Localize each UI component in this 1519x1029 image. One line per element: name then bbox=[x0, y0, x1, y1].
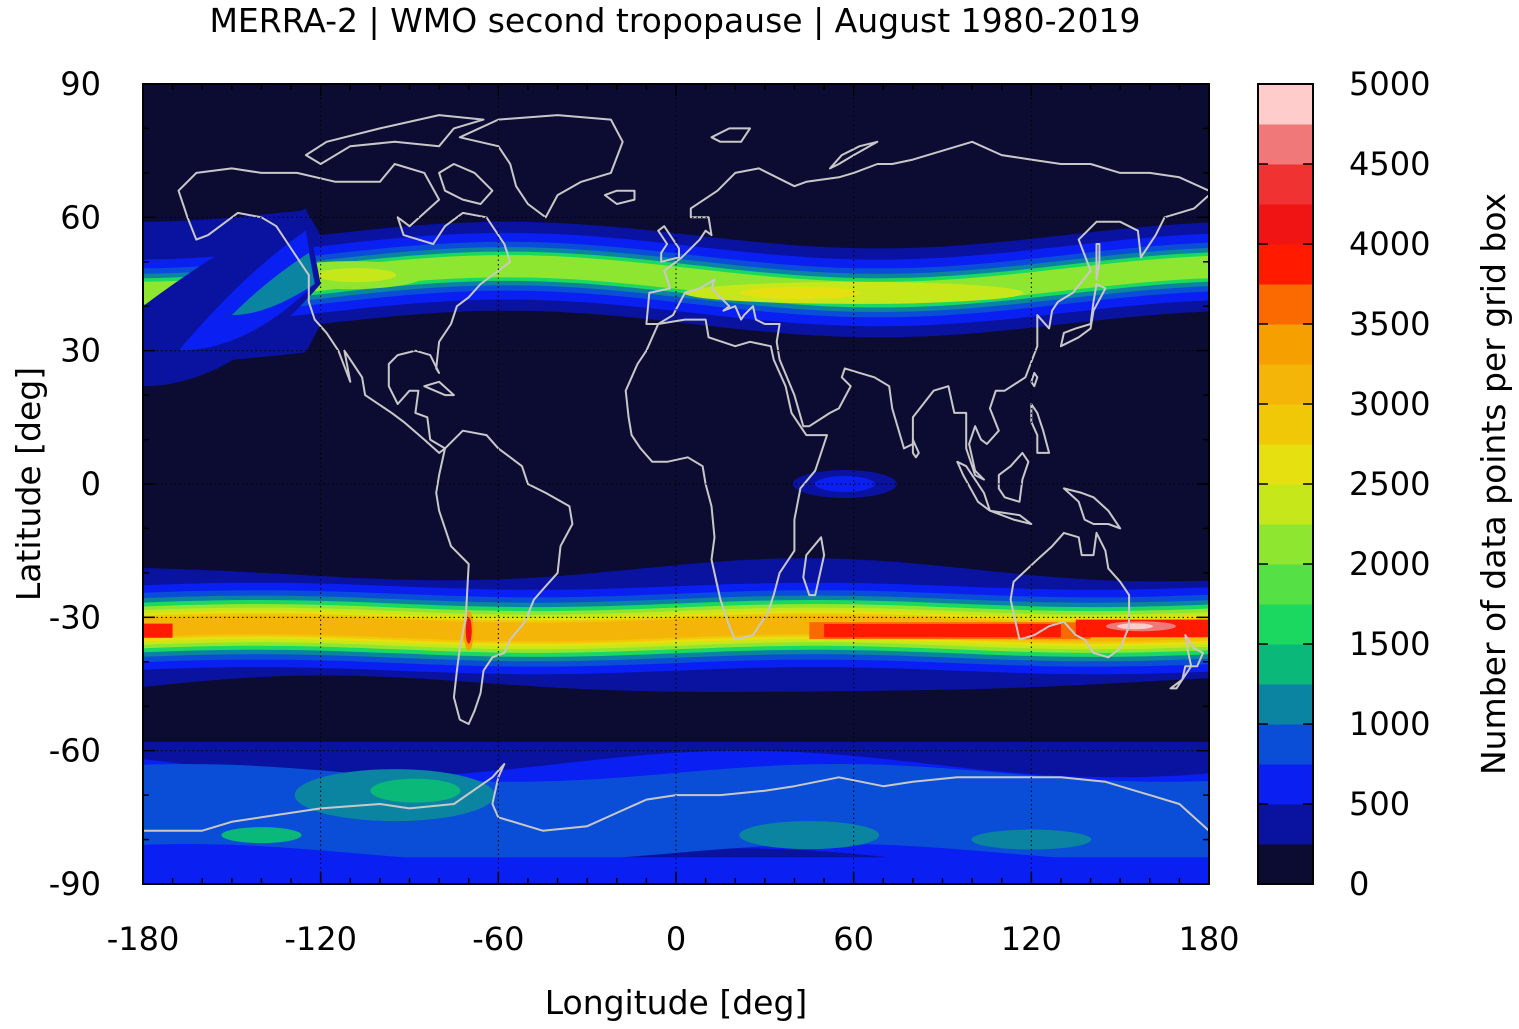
antarctic-patch-3 bbox=[739, 821, 880, 850]
coast-south-america bbox=[435, 429, 574, 725]
colorbar-swatch bbox=[1258, 524, 1313, 565]
coast-sri-lanka bbox=[911, 438, 920, 459]
coast-philippines bbox=[1030, 403, 1051, 454]
coast-baffin-island bbox=[438, 163, 494, 205]
equatorial-patch-inner bbox=[814, 476, 875, 492]
x-tick-label: -120 bbox=[284, 920, 357, 958]
antarctic-patch-5 bbox=[221, 827, 302, 844]
y-tick-label: 30 bbox=[60, 332, 101, 370]
colorbar-swatch bbox=[1258, 684, 1313, 725]
coast-japan bbox=[1059, 283, 1107, 348]
colorbar-swatch bbox=[1258, 604, 1313, 645]
colorbar-tick-label: 5000 bbox=[1349, 65, 1430, 103]
southern-band-hot-west bbox=[143, 623, 173, 638]
coast-australia bbox=[1009, 531, 1131, 659]
colorbar-swatch bbox=[1258, 404, 1313, 445]
y-tick-label: -90 bbox=[49, 865, 101, 903]
antarctic-patch-4 bbox=[971, 829, 1092, 850]
coast-borneo bbox=[997, 451, 1030, 503]
colorbar-tick-label: 500 bbox=[1349, 785, 1410, 823]
colorbar-swatch bbox=[1258, 324, 1313, 365]
colorbar-frame bbox=[1257, 83, 1314, 885]
southern-band-hot-2 bbox=[824, 624, 1061, 638]
y-tick-labels: 90 60 30 0 -30 -60 -90 bbox=[49, 65, 101, 903]
colorbar-tick-labels: 0 500 1000 1500 2000 2500 3000 3500 4000 4500 5000 bbox=[1349, 65, 1430, 903]
coast-new-guinea bbox=[1062, 487, 1122, 530]
plot-area bbox=[142, 83, 1210, 885]
x-axis-label: Longitude [deg] bbox=[545, 983, 808, 1022]
colorbar-tick-label: 2000 bbox=[1349, 545, 1430, 583]
colorbar-swatch bbox=[1258, 724, 1313, 765]
coast-new-zealand bbox=[1169, 634, 1205, 690]
coast-north-america bbox=[177, 163, 512, 454]
northern-asia-peak bbox=[740, 286, 861, 299]
coastlines bbox=[143, 114, 1209, 832]
grid-lines bbox=[143, 84, 1209, 884]
colorbar-tick-label: 3000 bbox=[1349, 385, 1430, 423]
colorbar-swatch bbox=[1258, 124, 1313, 165]
coast-indonesia bbox=[956, 460, 1033, 525]
colorbar-tick-label: 2500 bbox=[1349, 465, 1430, 503]
coast-cuba bbox=[423, 380, 455, 397]
coast-antarctica bbox=[143, 763, 1209, 832]
coast-eurasia bbox=[645, 140, 1209, 481]
colorbar-swatch bbox=[1258, 644, 1313, 685]
colorbar-swatch bbox=[1258, 564, 1313, 605]
y-axis-label: Latitude [deg] bbox=[9, 367, 48, 601]
colorbar-label: Number of data points per grid box bbox=[1474, 193, 1513, 775]
colorbar-tick-label: 0 bbox=[1349, 865, 1369, 903]
y-tick-label: 90 bbox=[60, 65, 101, 103]
colorbar-swatch bbox=[1258, 164, 1313, 205]
x-tick-label: -60 bbox=[472, 920, 524, 958]
x-tick-labels: -180 -120 -60 0 60 120 180 bbox=[107, 920, 1240, 958]
colorbar: 0 500 1000 1500 2000 2500 3000 3500 4000 4500 5000… bbox=[1257, 65, 1513, 903]
northern-na-peak bbox=[316, 268, 397, 283]
colorbar-swatch bbox=[1258, 484, 1313, 525]
colorbar-tick-label: 1500 bbox=[1349, 625, 1430, 663]
coast-canadian-archipelago bbox=[304, 114, 485, 165]
x-tick-label: 0 bbox=[666, 920, 686, 958]
antarctic-patch-2 bbox=[370, 778, 461, 803]
coast-greenland bbox=[458, 114, 624, 219]
colorbar-swatch bbox=[1258, 84, 1313, 125]
y-tick-label: -30 bbox=[49, 598, 101, 636]
y-tick-label: -60 bbox=[49, 732, 101, 770]
colorbar-swatch bbox=[1258, 844, 1313, 885]
colorbar-tick-label: 4500 bbox=[1349, 145, 1430, 183]
colorbar-swatch bbox=[1258, 204, 1313, 245]
andes-spike-core bbox=[465, 617, 472, 644]
coast-iceland bbox=[603, 189, 636, 205]
coast-novaya-zemlya bbox=[829, 140, 879, 170]
y-tick-label: 0 bbox=[81, 465, 101, 503]
colorbar-swatch bbox=[1258, 444, 1313, 485]
plot-frame bbox=[142, 83, 1210, 885]
x-tick-label: -180 bbox=[107, 920, 180, 958]
x-tick-label: 60 bbox=[833, 920, 874, 958]
colorbar-swatch bbox=[1258, 284, 1313, 325]
coast-great-britain bbox=[657, 225, 680, 263]
colorbar-tick-label: 1000 bbox=[1349, 705, 1430, 743]
y-tick-label: 60 bbox=[60, 198, 101, 236]
x-tick-label: 180 bbox=[1178, 920, 1239, 958]
pacific-extension-inner bbox=[178, 230, 315, 351]
coast-madagascar bbox=[802, 536, 826, 597]
colorbar-swatch bbox=[1258, 764, 1313, 805]
chart-title: MERRA-2 | WMO second tropopause | August… bbox=[209, 1, 1140, 40]
pacific-extension-core bbox=[231, 252, 315, 316]
colorbar-tick-label: 3500 bbox=[1349, 305, 1430, 343]
colorbar-swatch bbox=[1258, 804, 1313, 845]
x-tick-label: 120 bbox=[1001, 920, 1062, 958]
coast-africa bbox=[624, 318, 828, 641]
colorbar-swatch bbox=[1258, 244, 1313, 285]
coast-taiwan bbox=[1030, 371, 1039, 388]
coast-svalbard bbox=[710, 127, 751, 143]
southern-band-peak-core bbox=[1116, 623, 1153, 630]
coast-sakhalin bbox=[1095, 243, 1101, 281]
colorbar-swatch bbox=[1258, 364, 1313, 405]
field-layer bbox=[143, 208, 1209, 884]
colorbar-swatches bbox=[1258, 84, 1313, 885]
colorbar-tick-label: 4000 bbox=[1349, 225, 1430, 263]
